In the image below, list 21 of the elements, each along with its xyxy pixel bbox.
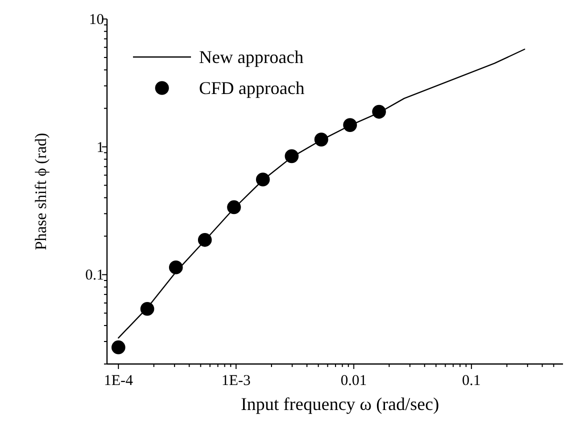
point [198,233,212,247]
point [256,172,270,186]
y-tick-label: 0.1 [85,268,104,284]
point [284,149,299,164]
x-tick-label: 1E-4 [104,373,134,389]
point [372,104,386,119]
point [140,302,154,316]
point [314,132,328,146]
point [343,118,357,132]
x-tick-label: 1E-3 [221,373,251,389]
legend-label: CFD approach [199,78,304,98]
y-tick-label: 1 [96,140,104,156]
point [227,200,241,214]
point [111,340,126,354]
y-axis-title: Phase shift ϕ (rad) [33,132,50,250]
x-tick-label: 0.01 [340,373,367,389]
x-axis-title: Input frequency ω (rad/sec) [240,394,440,414]
y-tick-label: 10 [89,12,104,28]
legend-label: New approach [199,47,304,67]
x-tick-label: 0.1 [462,373,481,389]
point [168,260,183,274]
